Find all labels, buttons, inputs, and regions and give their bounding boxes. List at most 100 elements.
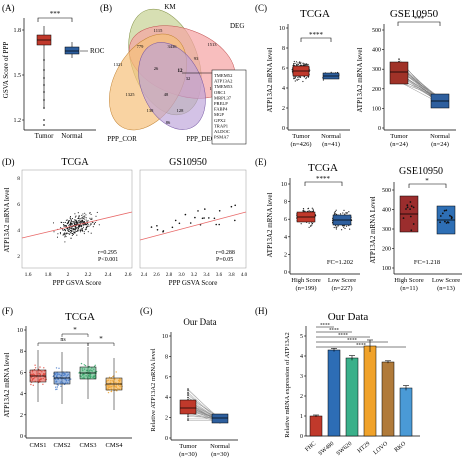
- panel-a-ytick-0: 1.2: [14, 118, 22, 124]
- panel-a-outlier: [43, 107, 45, 109]
- panel-e2-low-point: [450, 215, 453, 218]
- panel-d1-point: [63, 221, 65, 224]
- panel-g-ytick-3: 6: [165, 375, 168, 381]
- panel-h-bar-rko: [399, 387, 413, 437]
- panel-d1-point: [74, 213, 76, 215]
- panel-c1-tumor-point: [294, 76, 296, 78]
- panel-d1-point: [64, 236, 66, 238]
- venn-region-value: 1115: [154, 28, 163, 33]
- panel-f-boxes: [29, 347, 123, 410]
- panel-d2-xtick: 4.0: [241, 273, 248, 278]
- panel-d1-point: [78, 219, 80, 222]
- panel-f-point: [78, 372, 80, 374]
- panel-f-point: [34, 367, 37, 369]
- panel-c1-tumor-point: [300, 63, 302, 65]
- panel-d1-point: [83, 231, 85, 233]
- panel-h-sig-label: ****: [347, 339, 358, 344]
- panel-d1-point: [85, 228, 87, 231]
- panel-g-tumor-point: [187, 415, 189, 418]
- panel-d1: (D) TCGA ATP13A2 mRNA level r=0.295 P<0.…: [2, 157, 133, 287]
- panel-h-title: Our Data: [328, 311, 369, 323]
- panel-f-point: [30, 383, 32, 386]
- panel-d1-point: [80, 220, 82, 222]
- panel-d1-point: [72, 233, 74, 236]
- panel-e1-high-point: [302, 210, 304, 212]
- gene-list-item: MGP: [214, 112, 224, 117]
- panel-d2-r: r=0.288: [216, 250, 235, 256]
- panel-d1-point: [83, 233, 85, 235]
- panel-e1-low-point: [343, 225, 346, 227]
- panel-d1-point: [68, 231, 70, 233]
- panel-d1-title: TCGA: [61, 157, 89, 168]
- panel-g-ylabel: Relative ATP13A2 mRNA level: [150, 348, 157, 431]
- panel-d1-fit-line: [21, 211, 133, 239]
- panel-f-point: [56, 388, 58, 390]
- panel-e1-ytick-2: 4: [284, 235, 287, 241]
- panel-c1-tumor-point: [298, 61, 301, 63]
- panel-g-tumor-point: [187, 393, 189, 395]
- panel-d2-point: [162, 230, 165, 232]
- panel-e1-high-point: [304, 210, 306, 212]
- panel-f-point: [116, 390, 118, 392]
- panel-e2-dots: [402, 201, 453, 232]
- gene-list-item: FABP4: [214, 107, 228, 112]
- panel-d2-point: [174, 219, 177, 222]
- panel-d1-point: [87, 231, 89, 233]
- panel-e2-title: GSE10950: [399, 166, 443, 177]
- panel-a-outlier: [43, 84, 45, 86]
- panel-f-ytick-0: 0: [20, 434, 23, 440]
- panel-h-xlabel-sw480: SW480: [318, 441, 336, 457]
- panel-d1-point: [85, 219, 87, 221]
- panel-d1-point: [84, 212, 86, 214]
- panel-e1-group-low: Low Score: [328, 277, 356, 284]
- panel-d1-xtick: 1.8: [45, 272, 52, 278]
- panel-e2-high-point: [412, 206, 415, 209]
- panel-e2-group-low: Low Score: [432, 277, 460, 284]
- panel-c2-ytick-0: 0: [378, 126, 381, 132]
- gene-list-item: TMEM53: [214, 84, 233, 89]
- panel-e1-ytick-1: 2: [284, 252, 287, 258]
- panel-e1-n-low: (n=227): [332, 285, 353, 292]
- panel-g: (G) Our Data Relative ATP13A2 mRNA level…: [140, 306, 238, 458]
- panel-d1-point: [79, 230, 82, 232]
- panel-d1-point: [81, 219, 83, 221]
- panel-d1-point: [83, 215, 85, 217]
- panel-d1-point: [73, 232, 75, 234]
- venn-region-value: 128: [177, 108, 185, 113]
- panel-f-point: [55, 386, 57, 388]
- panel-f-sig-2: *: [73, 326, 77, 334]
- panel-d2-xtick: 3.0: [178, 273, 185, 278]
- panel-g-n-tumor: (n=30): [179, 451, 197, 458]
- panel-d1-point: [59, 232, 61, 234]
- venn-center-value: 12: [178, 69, 184, 74]
- panel-d1-point: [64, 225, 66, 227]
- panel-d1-point: [81, 221, 83, 223]
- panel-d1-point: [78, 230, 80, 232]
- panel-g-tumor-point: [187, 414, 189, 416]
- panel-d1-point: [82, 213, 84, 215]
- gene-list-item: ORC1: [214, 90, 226, 95]
- panel-e2-high-point: [406, 206, 409, 209]
- panel-h-bar-sw620: [345, 357, 359, 437]
- gene-list-item: TRAP1: [214, 123, 229, 128]
- panel-d2-point: [230, 205, 233, 208]
- panel-a-outlier: [43, 69, 45, 71]
- panel-d2-fit-line: [139, 211, 247, 241]
- panel-g-ytick-5: 10: [162, 334, 168, 340]
- panel-f-ytick-1: 2: [20, 413, 23, 419]
- panel-d1-point: [70, 237, 72, 239]
- panel-d1-xlabel: PPP GSVA Score: [53, 279, 102, 287]
- venn-region-value: 86: [166, 120, 171, 125]
- panel-f-ylabel: ATP13A2 mRNA level: [3, 352, 11, 417]
- panel-g-tumor-point: [187, 418, 189, 420]
- panel-e2-sig: *: [425, 177, 429, 185]
- panel-e1-low-point: [344, 213, 346, 215]
- panel-d1-point: [71, 231, 73, 233]
- panel-d1-point: [85, 217, 87, 219]
- panel-d1-point: [67, 229, 69, 231]
- panel-d1-point: [91, 218, 93, 220]
- venn-region-value: 779: [137, 44, 145, 49]
- panel-d1-point: [81, 214, 83, 216]
- panel-c1-tumor-point: [306, 64, 308, 66]
- panel-e1-high-point: [312, 210, 314, 212]
